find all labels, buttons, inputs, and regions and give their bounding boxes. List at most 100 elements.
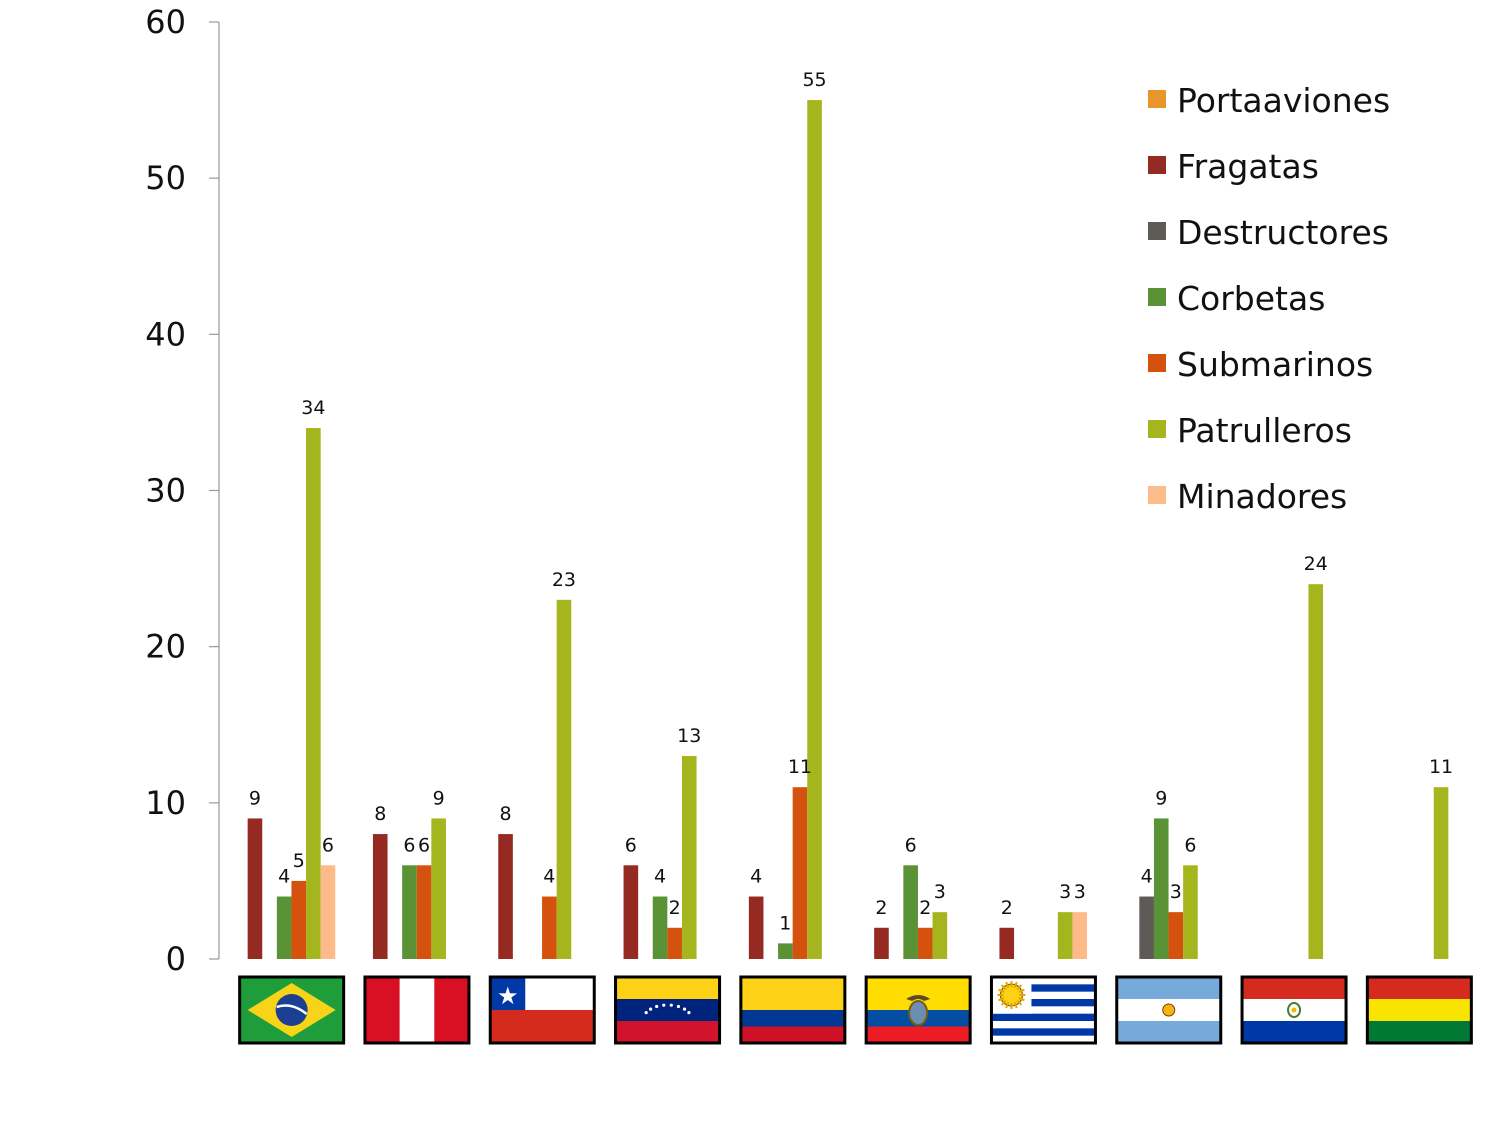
data-label: 2 — [1001, 897, 1013, 919]
data-label: 3 — [1074, 881, 1086, 903]
bar-corbetas — [652, 896, 668, 959]
data-label: 24 — [1304, 553, 1328, 575]
y-tick-label: 10 — [145, 784, 186, 822]
bar-patrulleros — [1057, 912, 1073, 959]
data-label: 3 — [934, 881, 946, 903]
data-label: 6 — [418, 834, 430, 856]
category-flags: ★ — [238, 975, 1473, 1045]
y-axis: 0 10 20 30 40 50 60 — [145, 3, 220, 978]
data-label: 4 — [750, 866, 762, 888]
bar-patrulleros — [431, 818, 446, 959]
bar-patrulleros — [306, 428, 321, 959]
bar-submarinos — [416, 865, 432, 959]
bar-submarinos — [917, 927, 933, 959]
y-tick-label: 40 — [145, 315, 186, 353]
bar-minadores — [1072, 912, 1088, 959]
legend-label: Patrulleros — [1177, 411, 1352, 450]
data-label: 6 — [403, 834, 415, 856]
data-label: 9 — [1155, 787, 1167, 809]
argentina-flag-icon — [1115, 975, 1223, 1045]
bar-submarinos — [542, 896, 557, 959]
bolivia-flag-icon — [1365, 975, 1473, 1045]
y-tick-label: 20 — [145, 628, 186, 666]
bar-submarinos — [291, 880, 307, 959]
svg-text:★: ★ — [497, 982, 519, 1010]
data-label: 4 — [1141, 866, 1153, 888]
venezuela-flag-icon — [614, 975, 722, 1045]
bar-submarinos — [667, 927, 682, 959]
ecuador-flag-icon — [864, 975, 972, 1045]
legend-label: Portaaviones — [1177, 81, 1390, 120]
data-label: 2 — [875, 897, 887, 919]
chile-flag-icon: ★ — [488, 975, 596, 1045]
bar-submarinos — [792, 787, 808, 959]
data-label: 9 — [249, 787, 261, 809]
bar-fragatas — [498, 834, 513, 959]
bar-fragatas — [874, 927, 889, 959]
data-label: 6 — [322, 834, 334, 856]
legend-swatch — [1148, 354, 1166, 372]
bar-patrulleros — [807, 100, 822, 960]
paraguay-flag-icon — [1240, 975, 1348, 1045]
data-label: 5 — [293, 850, 305, 872]
data-label: 23 — [552, 569, 576, 591]
data-label: 13 — [677, 725, 701, 747]
data-label: 55 — [802, 69, 826, 91]
bars — [247, 100, 1449, 960]
bar-fragatas — [372, 834, 388, 959]
legend-label: Submarinos — [1177, 345, 1373, 384]
y-tick-label: 30 — [145, 472, 186, 510]
legend-label: Corbetas — [1177, 279, 1325, 318]
data-label: 11 — [788, 756, 812, 778]
bar-corbetas — [778, 943, 793, 959]
data-label: 34 — [301, 397, 325, 419]
bar-corbetas — [402, 865, 417, 959]
uruguay-flag-icon — [989, 975, 1097, 1045]
legend-label: Fragatas — [1177, 147, 1319, 186]
y-tick-label: 0 — [166, 940, 186, 978]
bar-fragatas — [247, 818, 263, 959]
data-label: 1 — [779, 912, 791, 934]
data-label: 11 — [1429, 756, 1453, 778]
legend-swatch — [1148, 486, 1166, 504]
y-tick-label: 50 — [145, 159, 186, 197]
data-label: 6 — [625, 834, 637, 856]
bar-fragatas — [999, 927, 1015, 959]
data-label: 6 — [905, 834, 917, 856]
bar-fragatas — [748, 896, 764, 959]
data-label: 3 — [1059, 881, 1071, 903]
legend-swatch — [1148, 420, 1166, 438]
y-tick-label: 60 — [145, 3, 186, 41]
bar-corbetas — [903, 865, 918, 959]
bar-fragatas — [623, 865, 639, 959]
data-label: 8 — [374, 803, 386, 825]
legend-swatch — [1148, 156, 1166, 174]
legend-label: Minadores — [1177, 477, 1347, 516]
data-label: 9 — [433, 787, 445, 809]
legend-label: Destructores — [1177, 213, 1389, 252]
bar-corbetas — [276, 896, 292, 959]
data-label: 2 — [669, 897, 681, 919]
data-label: 4 — [543, 866, 555, 888]
bar-minadores — [320, 865, 336, 959]
brazil-flag-icon — [238, 975, 346, 1045]
data-label: 3 — [1170, 881, 1182, 903]
bar-corbetas — [1153, 818, 1169, 959]
colombia-flag-icon — [739, 975, 847, 1045]
data-label: 2 — [919, 897, 931, 919]
bar-patrulleros — [1308, 584, 1324, 959]
peru-flag-icon — [363, 975, 471, 1045]
data-label: 4 — [278, 866, 290, 888]
data-label: 6 — [1184, 834, 1196, 856]
legend-swatch — [1148, 90, 1166, 108]
bar-destructores — [1139, 896, 1154, 959]
data-label: 4 — [654, 866, 666, 888]
bar-patrulleros — [556, 599, 572, 959]
data-label: 8 — [500, 803, 512, 825]
bar-patrulleros — [1183, 865, 1198, 959]
bar-patrulleros — [932, 912, 948, 959]
bar-patrulleros — [681, 755, 697, 959]
legend-swatch — [1148, 222, 1166, 240]
